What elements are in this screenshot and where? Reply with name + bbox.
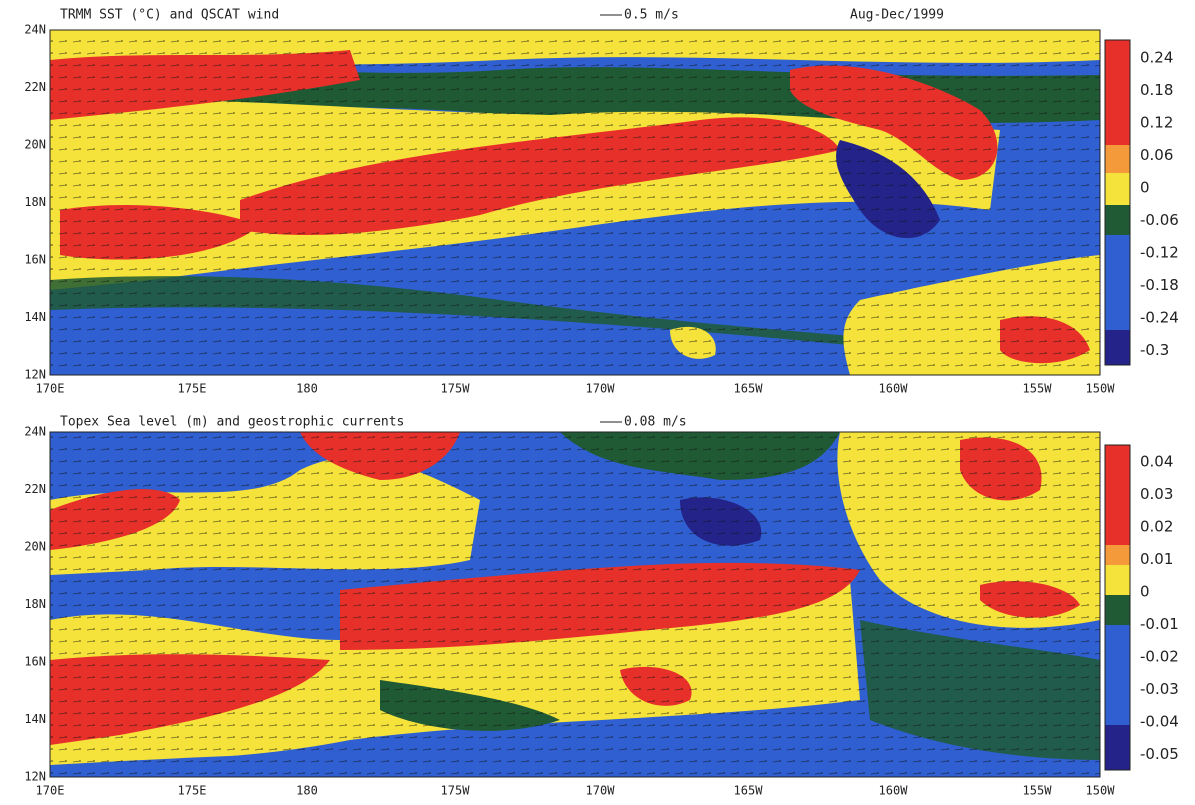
colorbar-label: -0.24: [1140, 309, 1179, 327]
scale-label: 0.08 m/s: [624, 415, 687, 430]
x-axis-label: 170W: [586, 382, 616, 396]
y-axis-label: 16N: [24, 253, 46, 267]
x-axis-label: 165W: [734, 784, 764, 798]
colorbar-label: -0.04: [1140, 713, 1179, 731]
colorbar-label: -0.01: [1140, 615, 1179, 633]
y-axis-label: 12N: [24, 368, 46, 382]
x-axis-label: 175E: [178, 382, 207, 396]
period: Aug-Dec/1999: [850, 8, 944, 23]
y-axis-label: 24N: [24, 425, 46, 439]
colorbar-label: 0.12: [1140, 114, 1173, 132]
sst-field: [50, 30, 1100, 375]
x-axis-label: 160W: [879, 382, 909, 396]
x-axis-label: 180: [296, 382, 318, 396]
scale-label: 0.5 m/s: [624, 8, 679, 23]
figure: TRMM SST (°C) and QSCAT wind 0.5 m/s Aug…: [0, 0, 1195, 805]
x-axis-label: 150W: [1086, 382, 1116, 396]
y-axis-label: 14N: [24, 310, 46, 324]
colorbar-label: 0.03: [1140, 485, 1173, 503]
colorbar-label: -0.06: [1140, 211, 1179, 229]
colorbar-label: 0.04: [1140, 453, 1173, 471]
x-axis-label: 150W: [1086, 784, 1116, 798]
colorbar-label: 0.24: [1140, 49, 1173, 67]
x-axis-label: 155W: [1023, 382, 1053, 396]
x-axis-label: 160W: [879, 784, 909, 798]
colorbar-label: 0.01: [1140, 550, 1173, 568]
sea-level-field: [50, 432, 1100, 777]
panel-title: TRMM SST (°C) and QSCAT wind: [60, 8, 279, 23]
y-axis-label: 20N: [24, 540, 46, 554]
colorbar: [1105, 445, 1130, 770]
colorbar-label: -0.18: [1140, 276, 1179, 294]
y-axis-label: 20N: [24, 138, 46, 152]
colorbar-label: 0.02: [1140, 518, 1173, 536]
x-axis-label: 175W: [441, 784, 471, 798]
x-axis-label: 175E: [178, 784, 207, 798]
colorbar-label: -0.3: [1140, 341, 1169, 359]
y-axis-label: 22N: [24, 482, 46, 496]
y-axis-label: 12N: [24, 770, 46, 784]
colorbar-label: -0.03: [1140, 680, 1179, 698]
y-axis-label: 18N: [24, 195, 46, 209]
colorbar-label: 0: [1140, 583, 1150, 601]
y-axis-label: 24N: [24, 23, 46, 37]
y-axis-label: 18N: [24, 597, 46, 611]
panel-title: Topex Sea level (m) and geostrophic curr…: [60, 415, 404, 430]
colorbar-label: -0.12: [1140, 244, 1179, 262]
x-axis-label: 170W: [586, 784, 616, 798]
colorbar: [1105, 40, 1130, 365]
colorbar-label: 0.06: [1140, 146, 1173, 164]
y-axis-label: 14N: [24, 712, 46, 726]
x-axis-label: 155W: [1023, 784, 1053, 798]
colorbar-label: 0: [1140, 179, 1150, 197]
x-axis-label: 170E: [36, 382, 65, 396]
x-axis-label: 165W: [734, 382, 764, 396]
colorbar-label: 0.18: [1140, 81, 1173, 99]
x-axis-label: 180: [296, 784, 318, 798]
y-axis-label: 22N: [24, 80, 46, 94]
y-axis-label: 16N: [24, 655, 46, 669]
colorbar-label: -0.05: [1140, 745, 1179, 763]
colorbar-label: -0.02: [1140, 648, 1179, 666]
x-axis-label: 170E: [36, 784, 65, 798]
x-axis-label: 175W: [441, 382, 471, 396]
